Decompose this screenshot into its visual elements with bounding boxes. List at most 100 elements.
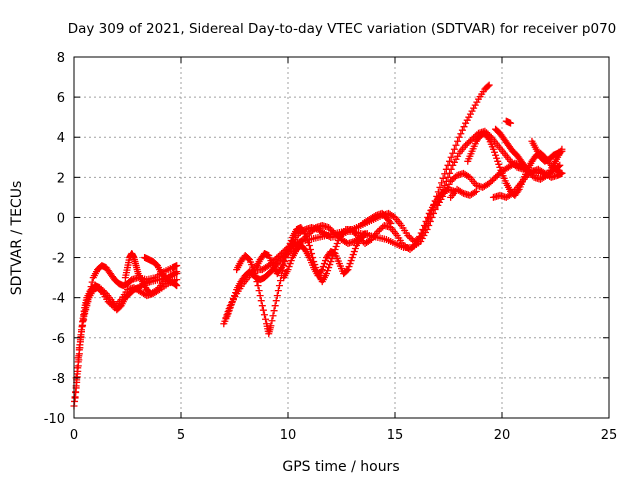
data-point xyxy=(522,163,530,171)
data-point xyxy=(466,110,474,118)
data-point xyxy=(309,226,317,234)
data-point xyxy=(464,172,472,180)
data-point xyxy=(274,287,282,295)
data-point xyxy=(271,302,279,310)
data-point xyxy=(454,152,462,160)
data-point xyxy=(348,254,356,262)
data-point xyxy=(387,219,395,227)
data-series xyxy=(141,254,181,290)
data-point xyxy=(254,282,262,290)
chart-title: Day 309 of 2021, Sidereal Day-to-day VTE… xyxy=(68,21,617,37)
data-point xyxy=(409,243,417,251)
data-point xyxy=(492,173,500,181)
y-tick-label: 4 xyxy=(57,131,65,146)
data-point xyxy=(326,261,334,269)
data-point xyxy=(495,160,503,168)
data-series xyxy=(489,165,566,201)
data-series xyxy=(222,81,493,322)
y-tick-label: -6 xyxy=(52,332,65,347)
data-point xyxy=(549,163,557,171)
data-point xyxy=(299,236,307,244)
data-series xyxy=(72,276,181,382)
data-point xyxy=(77,328,85,336)
data-point xyxy=(458,188,466,196)
data-point xyxy=(287,237,295,245)
data-point xyxy=(304,239,312,247)
data-point xyxy=(171,269,179,277)
data-point xyxy=(507,190,515,198)
data-point xyxy=(558,169,566,177)
data-point xyxy=(411,241,419,249)
data-point xyxy=(347,257,355,265)
data-point xyxy=(73,370,81,378)
data-point xyxy=(285,243,293,251)
data-point xyxy=(332,243,340,251)
data-point xyxy=(259,306,267,314)
data-point xyxy=(550,164,558,172)
data-point xyxy=(412,240,420,248)
data-point xyxy=(462,119,470,127)
data-point xyxy=(438,179,446,187)
data-point xyxy=(307,228,315,236)
data-point xyxy=(326,225,334,233)
data-point xyxy=(420,221,428,229)
data-point xyxy=(300,228,308,236)
data-point xyxy=(83,302,91,310)
data-point xyxy=(106,299,114,307)
data-point xyxy=(74,354,82,362)
data-point xyxy=(485,81,493,89)
data-point xyxy=(346,260,354,268)
data-point xyxy=(88,278,96,286)
data-point xyxy=(281,252,289,260)
data-point xyxy=(333,240,341,248)
data-point xyxy=(463,116,471,124)
data-point xyxy=(334,232,342,240)
data-point xyxy=(439,174,447,182)
data-point xyxy=(472,187,480,195)
data-point xyxy=(228,299,236,307)
data-point xyxy=(450,145,458,153)
data-point xyxy=(495,170,503,178)
data-point xyxy=(286,240,294,248)
y-tick-label: 6 xyxy=(57,91,65,106)
data-point xyxy=(427,206,435,214)
data-point xyxy=(435,198,443,206)
data-point xyxy=(323,270,331,278)
data-point xyxy=(244,255,252,263)
data-point xyxy=(223,311,231,319)
data-point xyxy=(257,297,265,305)
data-point xyxy=(446,157,454,165)
data-point xyxy=(414,236,422,244)
data-point xyxy=(374,227,382,235)
data-point xyxy=(280,254,288,262)
data-series xyxy=(280,229,369,282)
data-point xyxy=(331,229,339,237)
data-point xyxy=(104,298,112,306)
data-point xyxy=(405,233,413,241)
data-point xyxy=(425,209,433,217)
data-point xyxy=(440,189,448,197)
data-point xyxy=(449,149,457,157)
grid xyxy=(74,57,609,418)
data-point xyxy=(301,234,309,242)
x-axis-label: GPS time / hours xyxy=(282,459,399,475)
data-point xyxy=(262,315,270,323)
data-point xyxy=(224,308,232,316)
data-point xyxy=(428,203,436,211)
data-point xyxy=(389,212,397,220)
data-point xyxy=(485,179,493,187)
data-point xyxy=(443,183,451,191)
data-point xyxy=(222,314,230,322)
data-point xyxy=(284,266,292,274)
x-tick-label: 20 xyxy=(494,428,511,443)
data-point xyxy=(492,151,500,159)
data-point xyxy=(226,302,234,310)
data-point xyxy=(344,266,352,274)
data-point xyxy=(525,170,533,178)
data-point xyxy=(350,248,358,256)
data-point xyxy=(333,231,341,239)
x-tick-label: 15 xyxy=(387,428,404,443)
data-point xyxy=(318,266,326,274)
data-point xyxy=(471,188,479,196)
